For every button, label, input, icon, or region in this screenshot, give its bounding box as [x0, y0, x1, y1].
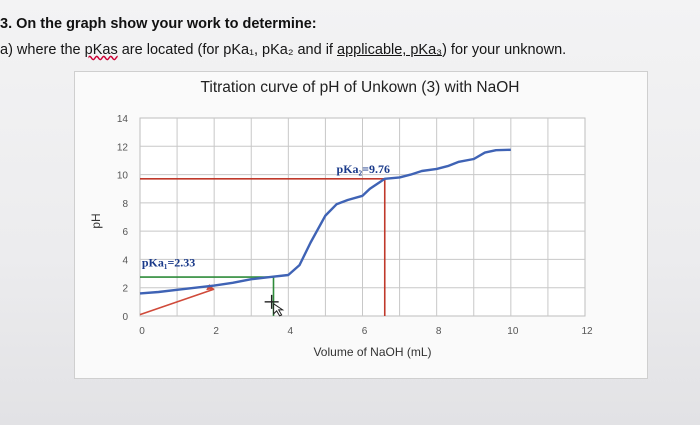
x-axis-label: Volume of NaOH (mL)	[313, 345, 431, 359]
y-tick-label: 12	[117, 142, 129, 153]
x-tick-label: 8	[436, 326, 442, 337]
titration-curve-series	[139, 148, 511, 295]
construction-line-red-diagonal	[139, 288, 215, 316]
x-tick-label: 2	[213, 326, 219, 337]
question-part-a-segment: applicable, pKa₃	[337, 42, 443, 58]
y-tick-label: 10	[117, 171, 129, 182]
chart-title: Titration curve of pH of Unkown (3) with…	[200, 79, 520, 96]
question-part-a-segment: ) for your unknown.	[442, 42, 567, 58]
pka1-annotation: pKa₁=2.33	[142, 256, 195, 270]
y-tick-label: 2	[122, 284, 128, 295]
y-tick-label: 0	[122, 312, 128, 323]
x-tick-label: 4	[288, 326, 294, 337]
y-tick-label: 6	[122, 227, 128, 238]
x-tick-label: 10	[507, 326, 519, 337]
y-tick-label: 4	[122, 255, 128, 266]
x-tick-label: 6	[362, 326, 368, 337]
question-part-a-segment: pKas	[84, 42, 118, 58]
x-tick-label: 0	[139, 326, 145, 337]
pka2-annotation: pKa₂=9.76	[337, 162, 390, 176]
y-tick-label: 14	[117, 114, 129, 125]
y-axis-label: pH	[89, 213, 103, 228]
y-tick-label: 8	[122, 199, 128, 210]
question-part-a-segment: a) where the	[0, 42, 85, 58]
question-part-a-segment: are located (for pKa₁, pKa₂ and if	[117, 42, 337, 58]
question-heading: 3. On the graph show your work to determ…	[0, 16, 317, 32]
x-tick-label: 12	[581, 326, 593, 337]
question-part-a: a) where the pKas are located (for pKa₁,…	[0, 42, 566, 58]
move-cursor-icon	[264, 294, 285, 317]
